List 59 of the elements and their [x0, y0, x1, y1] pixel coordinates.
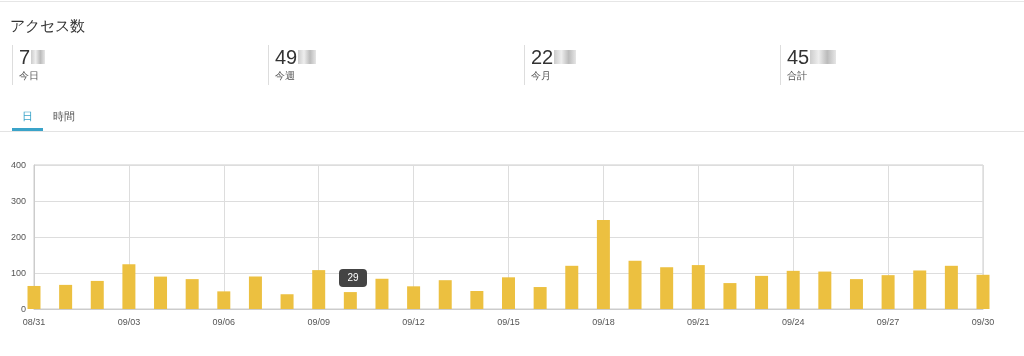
x-tick-label: 09/24	[781, 316, 805, 327]
text: 今日	[19, 69, 40, 83]
y-tick-label: 0	[20, 304, 26, 314]
text: 7	[19, 45, 31, 69]
text: 今月	[531, 69, 552, 83]
y-tick-label: 400	[10, 160, 26, 170]
bar	[849, 279, 863, 309]
bar	[976, 274, 990, 309]
y-tick-label: 300	[10, 196, 26, 206]
y-tick-label: 100	[10, 268, 26, 278]
x-tick-label: 09/21	[687, 316, 710, 327]
bar	[312, 270, 326, 309]
text: 合計	[787, 69, 808, 83]
bar	[217, 291, 231, 309]
bar	[154, 276, 168, 309]
bar	[913, 270, 927, 309]
text: 時間	[53, 109, 75, 124]
bar	[185, 279, 199, 309]
x-tick-label: 09/12	[402, 316, 425, 327]
bar	[502, 277, 515, 309]
bar	[59, 284, 73, 309]
y-tick-label: 200	[10, 232, 26, 242]
x-tick-label: 09/03	[117, 316, 141, 327]
bar	[596, 220, 610, 309]
bar	[343, 292, 357, 309]
bar	[660, 267, 674, 309]
bar	[438, 280, 452, 309]
bar	[90, 280, 104, 309]
x-tick-label: 09/30	[971, 316, 995, 327]
bar	[755, 275, 769, 309]
annotation: 29	[339, 269, 367, 287]
text: 22	[531, 45, 554, 69]
x-tick-label: 08/31	[22, 316, 46, 327]
text: 45	[787, 45, 810, 69]
bar	[280, 294, 294, 309]
x-tick-label: 09/09	[307, 316, 330, 327]
bar	[407, 286, 421, 309]
bar	[533, 287, 547, 309]
text: 今週	[275, 69, 296, 83]
chart-title: アクセス数	[10, 17, 85, 36]
bar	[248, 276, 262, 309]
bar	[944, 265, 958, 309]
x-tick-label: 09/18	[592, 316, 615, 327]
x-tick-label: 09/06	[212, 316, 236, 327]
x-tick-label: 09/27	[876, 316, 900, 327]
bar	[375, 278, 389, 309]
text: 日	[12, 109, 43, 131]
bar	[818, 271, 832, 309]
bar	[723, 283, 737, 309]
bar	[565, 265, 579, 309]
bar	[628, 260, 642, 309]
bar	[122, 264, 136, 309]
bar	[881, 275, 895, 309]
bar	[786, 270, 800, 309]
x-tick-label: 09/15	[497, 316, 520, 327]
bar	[691, 265, 705, 309]
text: 49	[275, 45, 298, 69]
bar	[470, 291, 484, 309]
bar	[27, 285, 41, 309]
